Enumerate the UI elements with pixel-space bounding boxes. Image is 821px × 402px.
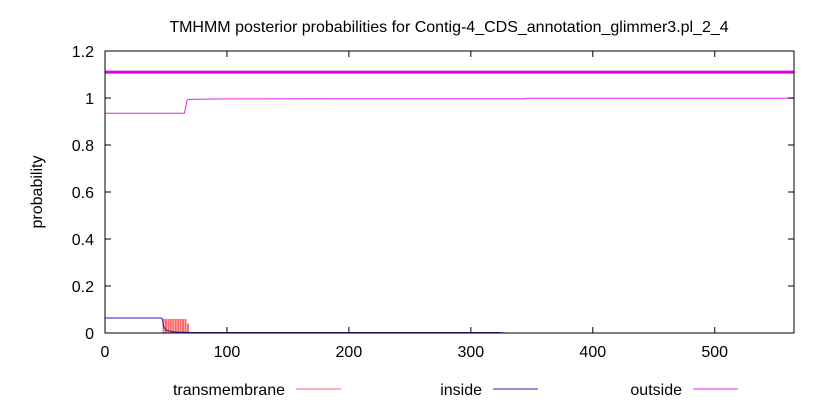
y-tick-label: 0.6 bbox=[72, 185, 94, 202]
x-tick-label: 400 bbox=[579, 344, 606, 361]
y-tick-label: 0 bbox=[85, 326, 94, 343]
legend-label-inside: inside bbox=[440, 382, 482, 399]
x-tick-label: 300 bbox=[457, 344, 484, 361]
y-tick-label: 1.2 bbox=[72, 44, 94, 61]
ticks-layer: 0 100 200 300 400 500 0 0.2 0.4 0.6 0.8 1 1.2 bbox=[72, 44, 794, 361]
chart-title: TMHMM posterior probabilities for Contig… bbox=[169, 19, 728, 36]
outside-line bbox=[105, 97, 794, 114]
legend-label-transmembrane: transmembrane bbox=[173, 382, 285, 399]
legend-label-outside: outside bbox=[630, 382, 682, 399]
legend: transmembrane inside outside bbox=[173, 382, 738, 399]
y-tick-label: 0.4 bbox=[72, 232, 94, 249]
x-tick-label: 200 bbox=[336, 344, 363, 361]
y-tick-label: 0.2 bbox=[72, 279, 94, 296]
x-tick-label: 100 bbox=[214, 344, 241, 361]
x-tick-label: 0 bbox=[101, 344, 110, 361]
y-tick-label: 1 bbox=[85, 91, 94, 108]
x-tick-label: 500 bbox=[701, 344, 728, 361]
y-axis-label: probability bbox=[29, 156, 46, 229]
y-tick-label: 0.8 bbox=[72, 138, 94, 155]
